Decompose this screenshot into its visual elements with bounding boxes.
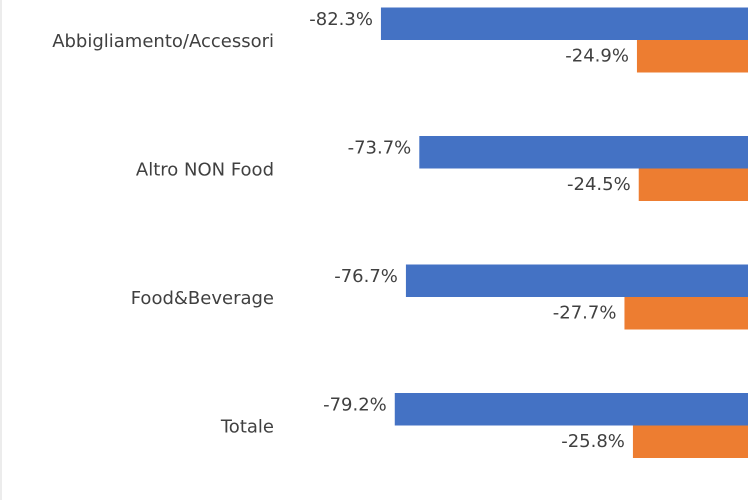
y-tick-label: Altro NON Food: [136, 160, 274, 181]
y-tick-label: Abbigliamento/Accessori: [52, 31, 274, 52]
data-label: -24.9%: [565, 45, 629, 66]
data-label: -27.7%: [553, 302, 617, 323]
bar: [636, 40, 748, 73]
bar: [405, 264, 748, 297]
data-label: -73.7%: [348, 137, 412, 158]
data-label: -79.2%: [323, 394, 387, 415]
y-tick-label: Totale: [220, 417, 274, 438]
bar: [624, 297, 748, 330]
data-label: -76.7%: [334, 266, 398, 287]
data-label: -24.5%: [567, 174, 631, 195]
bar: [419, 136, 748, 169]
bar: [380, 7, 748, 40]
data-label: -82.3%: [309, 9, 373, 30]
y-tick-label: Food&Beverage: [131, 288, 274, 309]
bar: [638, 168, 748, 201]
bar: [394, 393, 748, 426]
data-label: -25.8%: [561, 431, 625, 452]
bar: [632, 425, 748, 458]
